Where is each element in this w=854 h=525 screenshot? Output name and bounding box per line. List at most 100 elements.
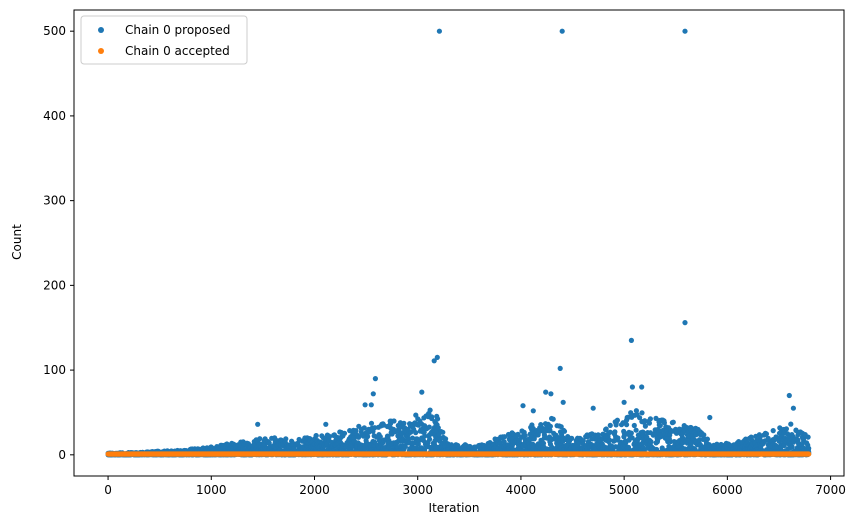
proposed-point: [401, 420, 407, 426]
proposed-point: [629, 384, 636, 390]
proposed-point: [429, 415, 435, 422]
proposed-point: [757, 434, 763, 440]
proposed-point: [661, 420, 668, 426]
proposed-point: [313, 433, 319, 439]
proposed-point: [435, 425, 441, 431]
proposed-point: [266, 440, 272, 446]
proposed-point: [341, 430, 348, 436]
proposed-point: [763, 431, 770, 437]
proposed-point: [670, 419, 676, 425]
proposed-point: [255, 421, 261, 427]
proposed-point: [502, 434, 508, 440]
proposed-point: [580, 438, 586, 444]
proposed-point: [422, 433, 428, 439]
proposed-point: [361, 425, 367, 431]
proposed-point: [606, 437, 613, 443]
proposed-point: [385, 433, 391, 440]
proposed-point: [789, 444, 795, 450]
proposed-point: [520, 403, 526, 409]
proposed-point: [793, 427, 799, 433]
points-layer: [105, 28, 812, 458]
proposed-point: [639, 410, 645, 416]
proposed-point: [283, 436, 289, 442]
proposed-point: [548, 391, 554, 397]
proposed-point: [550, 416, 556, 422]
proposed-point: [368, 420, 375, 426]
proposed-point: [540, 440, 547, 446]
proposed-point: [631, 422, 637, 429]
proposed-point: [590, 405, 596, 411]
proposed-point: [326, 434, 332, 440]
proposed-point: [522, 433, 528, 439]
proposed-point: [612, 429, 618, 435]
proposed-point: [628, 430, 634, 436]
proposed-point: [405, 435, 411, 441]
proposed-point: [682, 28, 688, 34]
proposed-point: [436, 28, 442, 34]
proposed-point: [402, 444, 408, 450]
proposed-point: [607, 429, 613, 435]
proposed-point: [547, 427, 553, 434]
proposed-point: [607, 422, 613, 428]
proposed-point: [347, 428, 353, 434]
proposed-point: [435, 416, 441, 422]
proposed-point: [783, 426, 790, 432]
proposed-point: [621, 399, 627, 405]
proposed-point: [434, 354, 440, 360]
proposed-point: [515, 432, 521, 438]
proposed-point: [365, 433, 371, 440]
proposed-point: [557, 365, 563, 371]
proposed-point: [427, 436, 433, 442]
proposed-point: [805, 434, 811, 440]
proposed-point: [707, 414, 713, 421]
proposed-point: [633, 408, 640, 414]
proposed-point: [704, 436, 711, 442]
proposed-point: [547, 423, 554, 429]
proposed-point: [628, 337, 635, 343]
proposed-point: [633, 427, 639, 433]
proposed-point: [569, 435, 575, 441]
proposed-point: [362, 402, 368, 408]
proposed-point: [257, 436, 263, 442]
proposed-point: [366, 429, 372, 435]
proposed-point: [370, 391, 376, 397]
proposed-point: [603, 426, 609, 432]
proposed-point: [609, 443, 615, 449]
proposed-point: [615, 435, 621, 441]
proposed-point: [646, 420, 653, 426]
proposed-point: [657, 432, 664, 438]
proposed-point: [440, 429, 446, 435]
proposed-point: [648, 439, 654, 445]
proposed-point: [788, 421, 794, 427]
proposed-point: [353, 428, 359, 434]
proposed-point: [637, 415, 643, 421]
proposed-point: [391, 418, 397, 424]
proposed-point: [786, 392, 792, 399]
proposed-point: [413, 430, 419, 436]
proposed-point: [770, 428, 776, 434]
proposed-point: [431, 358, 437, 364]
proposed-point: [419, 389, 425, 395]
proposed-point: [426, 424, 432, 430]
proposed-point: [790, 405, 797, 411]
proposed-point: [415, 441, 421, 447]
proposed-point: [682, 320, 688, 326]
proposed-point: [647, 416, 654, 422]
proposed-point: [368, 402, 374, 408]
proposed-point: [561, 428, 568, 434]
proposed-point: [443, 436, 449, 442]
proposed-point: [560, 399, 566, 405]
proposed-point: [530, 408, 536, 414]
proposed-point: [657, 422, 663, 429]
proposed-point: [427, 407, 433, 413]
proposed-point: [613, 422, 619, 428]
proposed-point: [701, 432, 707, 438]
proposed-point: [806, 445, 812, 451]
proposed-point: [624, 422, 630, 428]
proposed-point: [559, 28, 565, 34]
proposed-point: [540, 428, 546, 434]
proposed-point: [642, 423, 649, 429]
proposed-point: [639, 384, 645, 390]
proposed-point: [372, 376, 378, 382]
